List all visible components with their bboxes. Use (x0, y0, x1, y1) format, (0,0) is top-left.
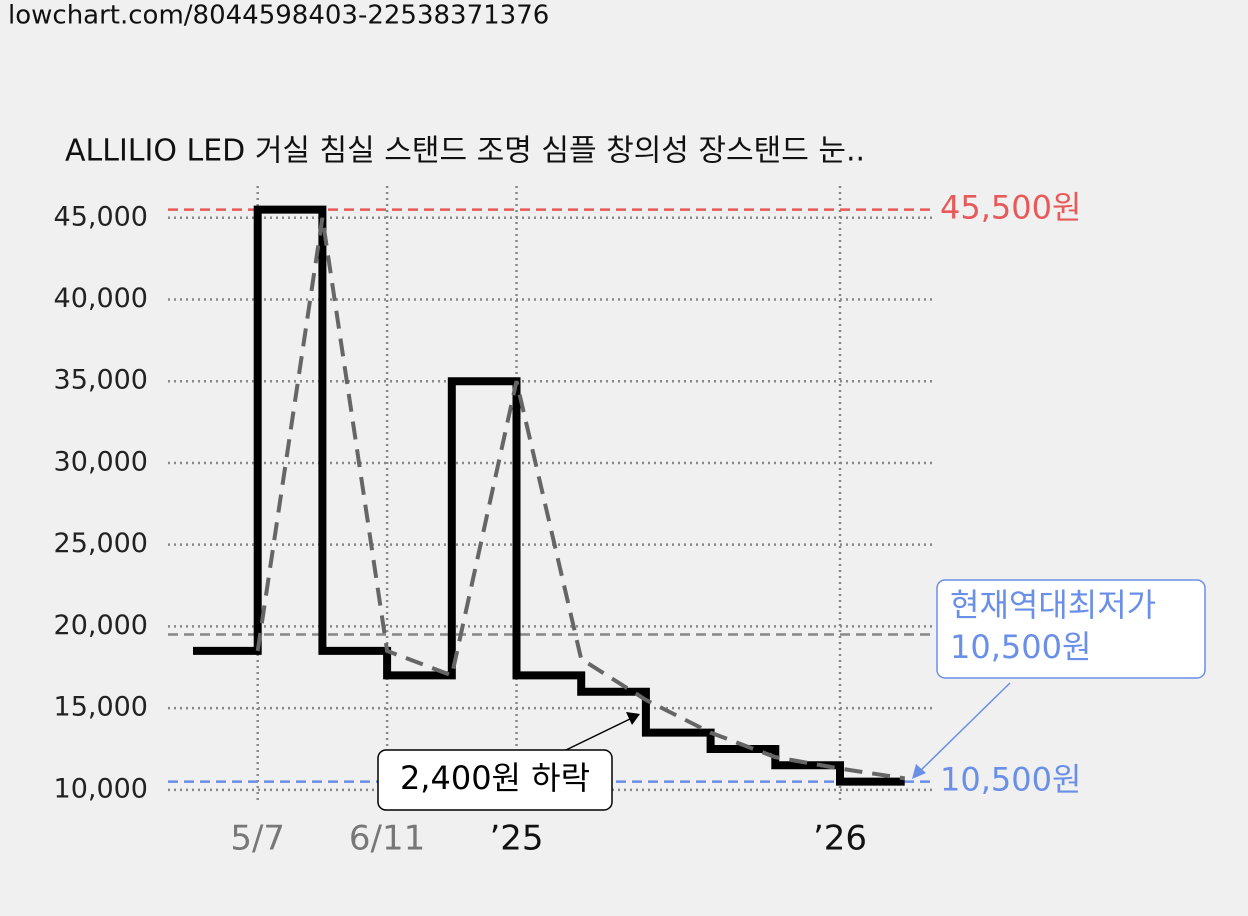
chart-title: ALLILIO LED 거실 침실 스탠드 조명 심플 창의성 장스탠드 눈.. (65, 134, 865, 169)
y-tick-label: 25,000 (54, 528, 148, 559)
x-tick-label: ’26 (813, 819, 867, 859)
callout-text: 현재역대최저가 (950, 586, 1156, 624)
drop-note: 2,400원 하락 (400, 759, 590, 797)
max-line-label: 45,500원 (940, 189, 1081, 227)
y-tick-label: 10,000 (54, 773, 148, 804)
url: lowchart.com/8044598403-22538371376 (8, 1, 549, 31)
x-tick-label: 5/7 (230, 819, 285, 859)
min-line-label: 10,500원 (940, 761, 1081, 799)
callout-box (936, 579, 1206, 679)
x-tick-label: 6/11 (349, 819, 425, 859)
callout-arrowhead (912, 764, 926, 779)
y-tick-label: 15,000 (54, 692, 148, 723)
y-tick-label: 40,000 (54, 283, 148, 314)
y-tick-label: 30,000 (54, 446, 148, 477)
callout-arrow (917, 682, 1011, 774)
y-tick-label: 45,000 (54, 201, 148, 232)
y-tick-label: 20,000 (54, 610, 148, 641)
note-box (377, 749, 613, 811)
price-line (193, 205, 905, 786)
y-tick-label: 35,000 (54, 365, 148, 396)
callout-text: 10,500원 (950, 628, 1091, 666)
note-arrowhead (626, 712, 640, 725)
note-arrow (565, 717, 633, 751)
trend-line (255, 217, 905, 781)
x-tick-label: ’25 (489, 819, 543, 859)
